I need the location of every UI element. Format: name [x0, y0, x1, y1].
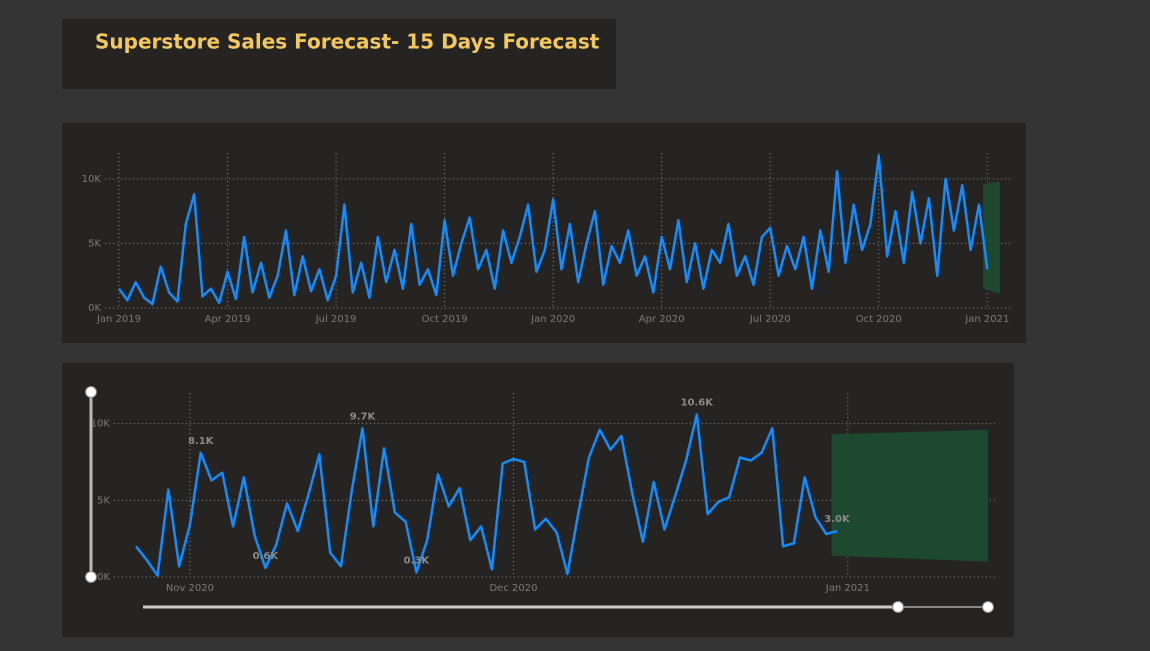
- slider-handle[interactable]: [85, 386, 97, 398]
- x-tick-label: Jan 2021: [964, 314, 1009, 325]
- y-tick-label: 5K: [97, 495, 110, 506]
- x-tick-label: Oct 2020: [856, 314, 902, 325]
- y-tick-label: 10K: [91, 419, 111, 430]
- x-tick-label: Jul 2019: [315, 314, 357, 325]
- chart-panel: [62, 123, 1026, 343]
- data-label: 0.6K: [253, 551, 280, 562]
- y-range-slider[interactable]: [85, 386, 97, 583]
- y-tick-label: 0K: [97, 572, 110, 583]
- y-tick-label: 5K: [88, 238, 101, 249]
- data-label: 8.1K: [188, 436, 215, 447]
- sales-line: [117, 154, 989, 306]
- y-tick-label: 0K: [88, 303, 101, 314]
- x-tick-label: Jul 2020: [749, 314, 791, 325]
- x-tick-label: Oct 2019: [422, 314, 468, 325]
- data-label: 0.3K: [404, 555, 431, 566]
- x-tick-label: Apr 2020: [639, 314, 685, 325]
- x-tick-label: Nov 2020: [166, 583, 214, 594]
- data-label: 9.7K: [350, 411, 377, 422]
- x-tick-label: Dec 2020: [489, 583, 537, 594]
- x-range-slider[interactable]: [143, 601, 994, 613]
- y-tick-label: 10K: [82, 174, 102, 185]
- x-tick-label: Jan 2019: [96, 314, 141, 325]
- dashboard-title: Superstore Sales Forecast- 15 Days Forec…: [95, 30, 600, 54]
- title-panel: [62, 19, 616, 89]
- x-tick-label: Jan 2020: [530, 314, 575, 325]
- slider-handle[interactable]: [892, 601, 904, 613]
- slider-handle[interactable]: [982, 601, 994, 613]
- x-tick-label: Jan 2021: [825, 583, 870, 594]
- data-label: 10.6K: [681, 397, 715, 408]
- forecast-band: [983, 181, 1000, 294]
- data-label: 3.0K: [824, 514, 851, 525]
- forecast-band: [831, 429, 988, 562]
- slider-handle[interactable]: [85, 571, 97, 583]
- sales-line: [135, 413, 838, 577]
- x-tick-label: Apr 2019: [205, 314, 251, 325]
